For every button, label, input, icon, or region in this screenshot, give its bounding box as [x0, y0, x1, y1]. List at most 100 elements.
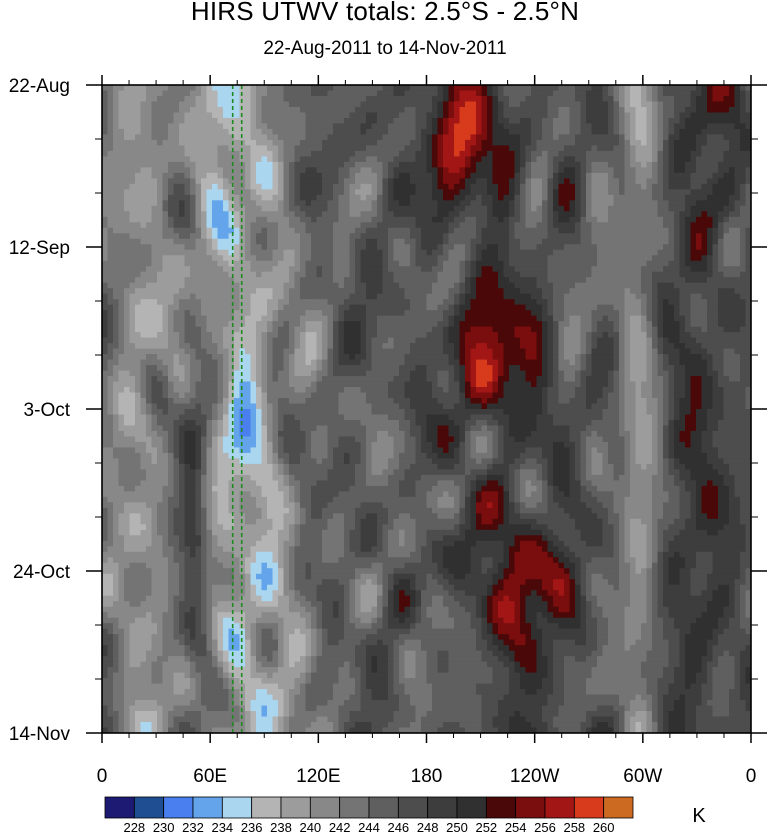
heatmap-cell — [619, 249, 626, 256]
heatmap-cell — [448, 161, 455, 168]
heatmap-cell — [245, 101, 252, 108]
heatmap-cell — [415, 106, 422, 114]
heatmap-cell — [377, 211, 384, 218]
heatmap-cell — [745, 271, 751, 278]
heatmap-cell — [663, 112, 670, 119]
heatmap-cell — [294, 249, 301, 256]
heatmap-cell — [173, 288, 180, 295]
heatmap-cell — [278, 95, 285, 103]
heatmap-cell — [179, 227, 186, 234]
heatmap-cell — [184, 95, 191, 103]
heatmap-cell — [184, 178, 191, 185]
heatmap-cell — [289, 183, 296, 190]
heatmap-cell — [558, 117, 565, 125]
heatmap-cell — [162, 227, 169, 234]
heatmap-cell — [283, 271, 290, 278]
heatmap-cell — [140, 293, 147, 300]
heatmap-cell — [740, 123, 747, 130]
heatmap-cell — [657, 145, 664, 152]
heatmap-cell — [305, 222, 312, 229]
heatmap-cell — [283, 244, 290, 251]
heatmap-cell — [366, 293, 373, 300]
heatmap-cell — [305, 277, 312, 284]
heatmap-cell — [388, 156, 395, 163]
heatmap-cell — [223, 211, 230, 218]
heatmap-cell — [723, 244, 730, 251]
heatmap-cell — [217, 139, 224, 147]
heatmap-cell — [267, 106, 274, 114]
heatmap-cell — [459, 222, 466, 229]
heatmap-cell — [316, 117, 323, 125]
heatmap-cell — [404, 128, 411, 136]
heatmap-cell — [503, 260, 510, 267]
heatmap-cell — [322, 238, 329, 245]
heatmap-cell — [201, 216, 208, 223]
heatmap-cell — [239, 85, 246, 92]
heatmap-cell — [696, 145, 703, 152]
heatmap-cell — [723, 178, 730, 185]
heatmap-cell — [712, 134, 719, 141]
heatmap-cell — [151, 222, 158, 229]
heatmap-cell — [547, 90, 554, 97]
heatmap-cell — [382, 183, 389, 190]
heatmap-cell — [283, 233, 290, 240]
heatmap-cell — [239, 282, 246, 289]
heatmap-cell — [657, 85, 664, 92]
heatmap-cell — [223, 200, 230, 207]
heatmap-cell — [239, 178, 246, 185]
heatmap-cell — [168, 238, 175, 245]
heatmap-cell — [294, 244, 301, 251]
heatmap-cell — [437, 304, 444, 311]
heatmap-cell — [476, 211, 483, 218]
heatmap-cell — [459, 150, 466, 157]
heatmap-cell — [514, 216, 521, 223]
heatmap-cell — [542, 167, 549, 174]
heatmap-cell — [410, 101, 417, 108]
heatmap-cell — [624, 139, 631, 147]
heatmap-cell — [129, 101, 136, 108]
heatmap-cell — [113, 145, 120, 152]
heatmap-cell — [168, 255, 175, 262]
heatmap-cell — [272, 128, 279, 136]
heatmap-cell — [580, 222, 587, 229]
heatmap-cell — [113, 277, 120, 284]
heatmap-cell — [294, 315, 301, 322]
heatmap-cell — [338, 150, 345, 157]
heatmap-cell — [195, 183, 202, 190]
heatmap-cell — [360, 134, 367, 141]
heatmap-cell — [597, 134, 604, 141]
heatmap-cell — [184, 315, 191, 322]
heatmap-cell — [212, 156, 219, 163]
heatmap-cell — [217, 189, 224, 196]
heatmap-cell — [118, 156, 125, 163]
heatmap-cell — [707, 205, 714, 212]
heatmap-cell — [580, 106, 587, 114]
heatmap-cell — [734, 117, 741, 125]
heatmap-cell — [723, 101, 730, 108]
heatmap-cell — [564, 211, 571, 218]
heatmap-cell — [597, 128, 604, 136]
heatmap-cell — [206, 150, 213, 157]
heatmap-cell — [151, 227, 158, 234]
heatmap-cell — [580, 145, 587, 152]
heatmap-cell — [558, 194, 565, 201]
heatmap-cell — [366, 90, 373, 97]
heatmap-cell — [542, 90, 549, 97]
heatmap-cell — [509, 288, 516, 295]
heatmap-cell — [399, 117, 406, 125]
heatmap-cell — [553, 249, 560, 256]
heatmap-cell — [657, 282, 664, 289]
heatmap-cell — [113, 150, 120, 157]
heatmap-cell — [399, 288, 406, 295]
heatmap-cell — [613, 194, 620, 201]
heatmap-cell — [421, 183, 428, 190]
heatmap-cell — [184, 167, 191, 174]
heatmap-cell — [355, 277, 362, 284]
heatmap-cell — [157, 315, 164, 322]
heatmap-cell — [701, 139, 708, 147]
heatmap-cell — [641, 106, 648, 114]
heatmap-cell — [547, 293, 554, 300]
heatmap-cell — [712, 189, 719, 196]
heatmap-cell — [740, 178, 747, 185]
heatmap-cell — [377, 255, 384, 262]
